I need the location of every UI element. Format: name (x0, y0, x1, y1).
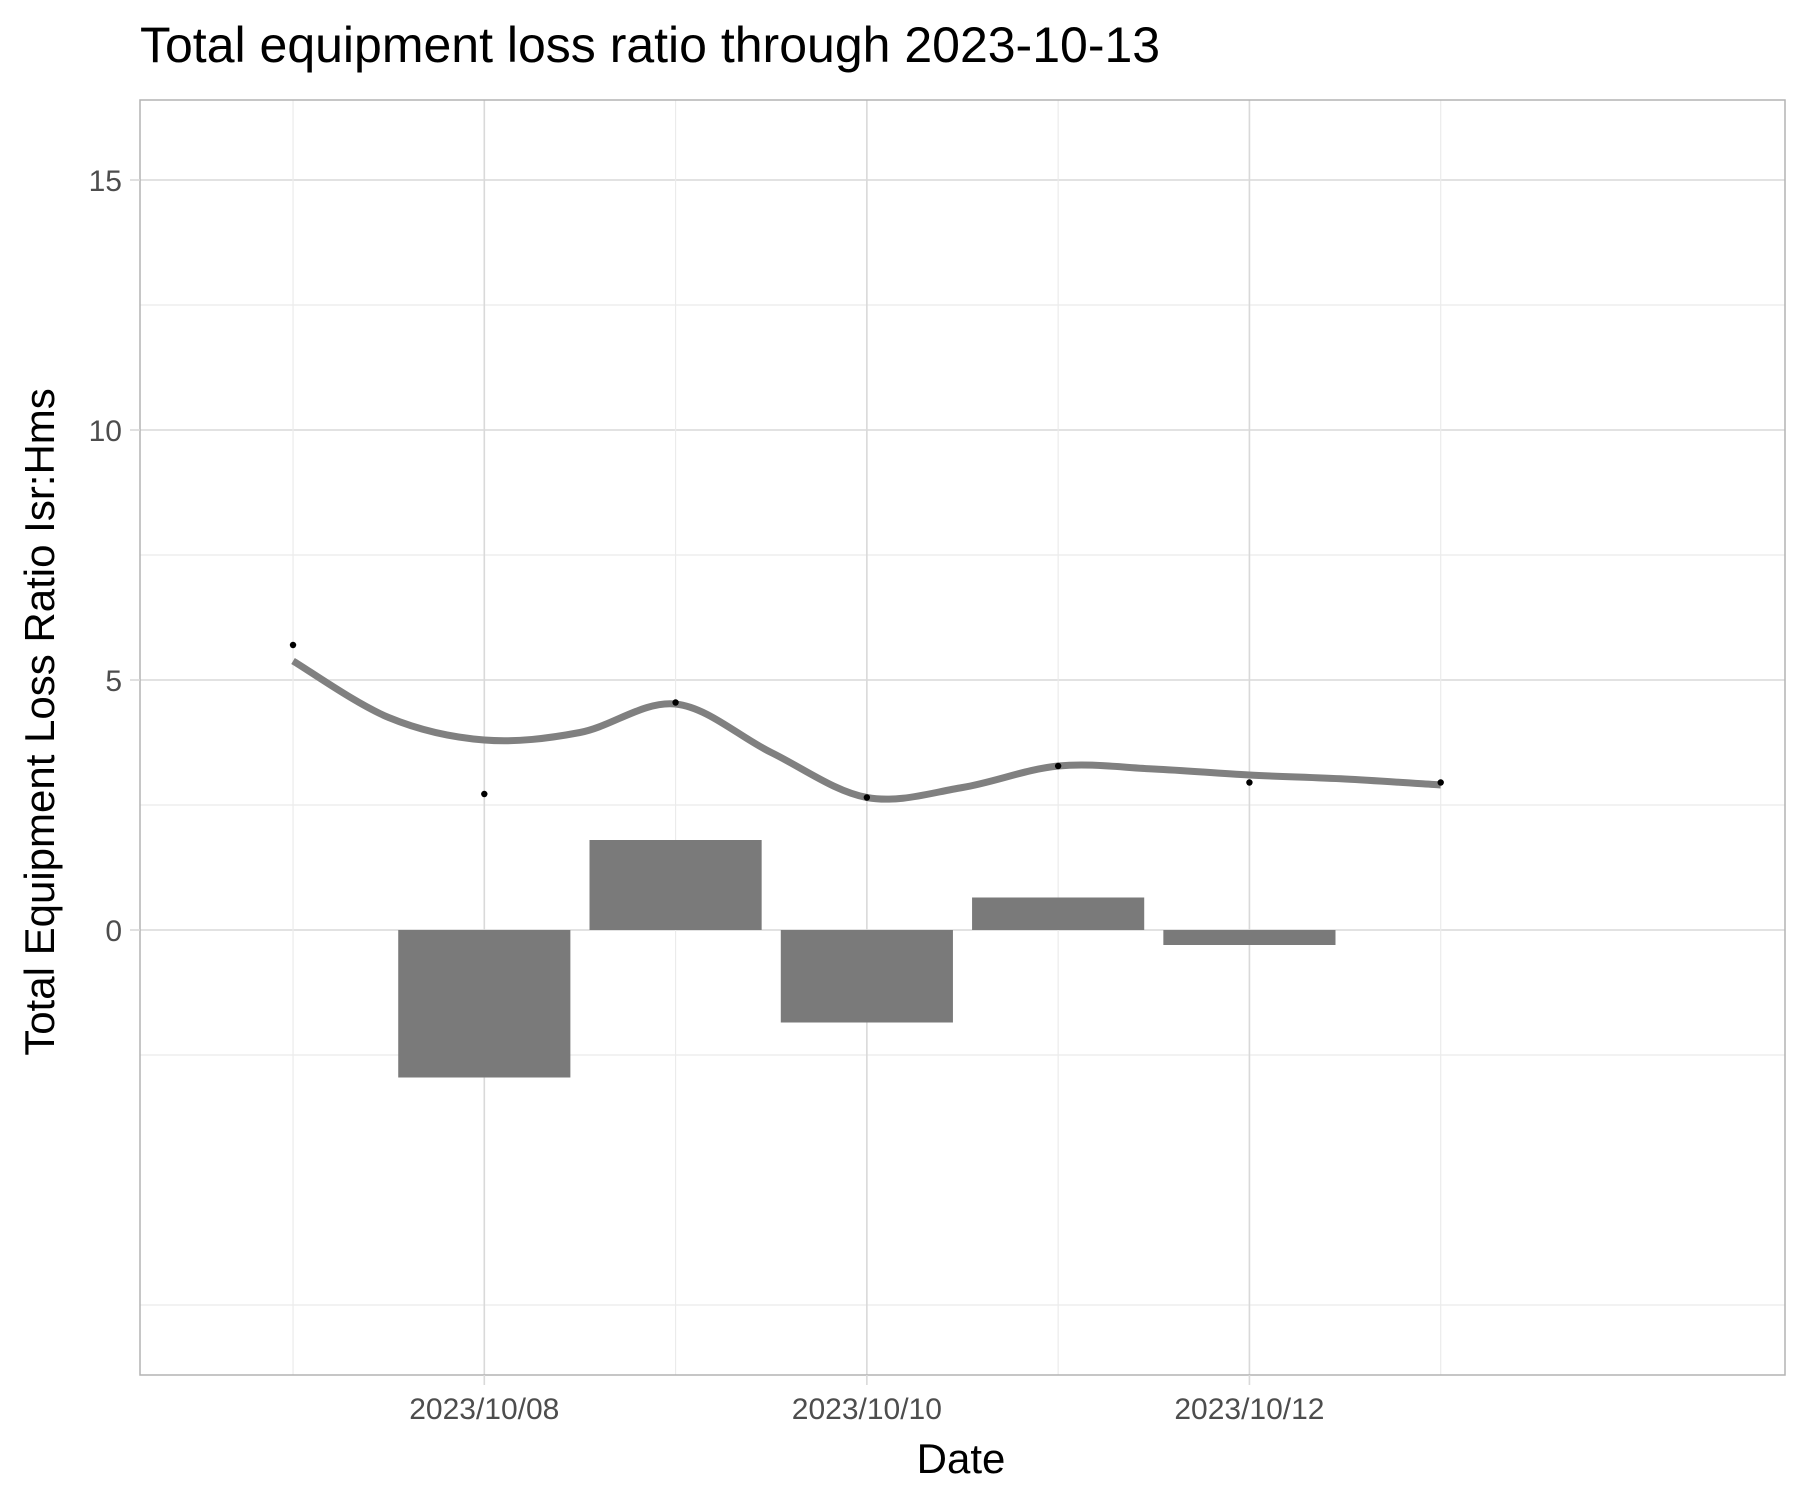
smooth-line (291, 657, 1441, 803)
y-axis-title: Total Equipment Loss Ratio Isr:Hms (16, 388, 63, 1056)
x-tick-label: 2023/10/08 (409, 1393, 559, 1426)
chart-title: Total equipment loss ratio through 2023-… (140, 17, 1160, 73)
bar-series (398, 840, 1336, 1078)
bar (1163, 930, 1336, 945)
bar (780, 930, 953, 1023)
data-point (1246, 779, 1253, 786)
bar (589, 840, 762, 930)
data-point (481, 790, 488, 798)
x-tick-label: 2023/10/10 (792, 1393, 942, 1426)
data-point (1054, 762, 1062, 770)
x-axis-title: Date (917, 1435, 1006, 1482)
y-tick-label: 10 (89, 415, 122, 448)
data-point (672, 699, 679, 706)
panel-border (139, 99, 1786, 1376)
x-tick-label: 2023/10/12 (1174, 1393, 1324, 1426)
smooth-line-series (291, 657, 1441, 803)
y-tick-label: 15 (89, 165, 122, 198)
y-tick-label: 0 (105, 915, 122, 948)
x-axis-ticks: 2023/10/08 2023/10/10 2023/10/12 (409, 1375, 1324, 1426)
data-point (289, 641, 297, 649)
data-point (863, 794, 871, 801)
y-tick-label: 5 (105, 665, 122, 698)
data-point (1437, 779, 1444, 786)
bar (398, 930, 571, 1078)
bar (972, 897, 1145, 930)
point-series (289, 641, 1444, 801)
y-axis-ticks: 0 5 10 15 (89, 165, 140, 948)
grid (140, 100, 1785, 1375)
